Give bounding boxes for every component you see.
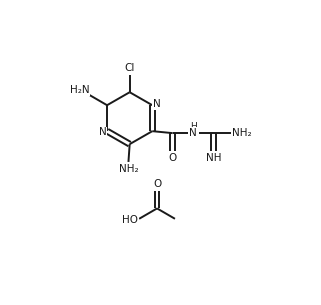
Text: O: O: [169, 153, 177, 163]
Text: O: O: [153, 179, 162, 189]
Text: H: H: [190, 122, 197, 131]
Text: NH₂: NH₂: [232, 128, 252, 138]
Text: H₂N: H₂N: [70, 85, 90, 95]
Text: NH₂: NH₂: [119, 164, 138, 174]
Text: N: N: [153, 99, 160, 109]
Text: N: N: [189, 128, 197, 138]
Text: Cl: Cl: [125, 63, 135, 73]
Text: N: N: [99, 127, 107, 137]
Text: HO: HO: [122, 215, 138, 225]
Text: NH: NH: [206, 153, 222, 163]
